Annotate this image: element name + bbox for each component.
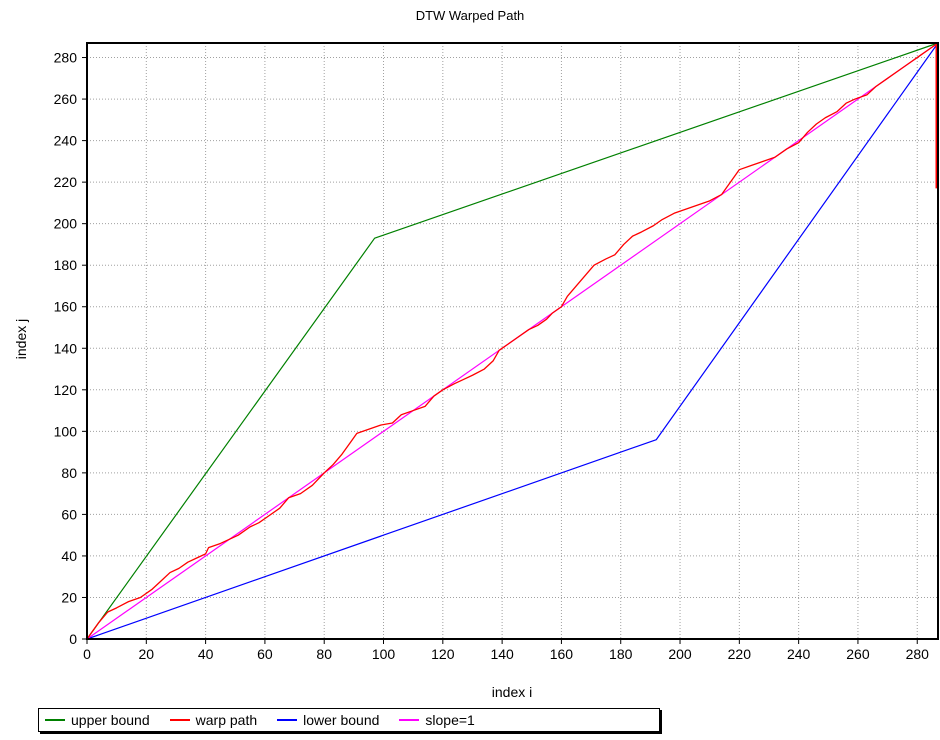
y-tick-label: 240	[54, 133, 78, 149]
plot-area-frame	[86, 42, 939, 640]
x-tick-label: 120	[431, 646, 455, 662]
y-tick-label: 0	[69, 631, 77, 647]
legend-label: lower bound	[303, 712, 380, 728]
legend-swatch	[169, 719, 190, 721]
legend: upper bound warp path lower bound slope=1	[38, 708, 660, 732]
x-tick-label: 200	[668, 646, 692, 662]
y-tick-label: 100	[54, 423, 78, 439]
x-tick-label: 40	[198, 646, 214, 662]
legend-swatch	[399, 719, 420, 721]
gridlines	[87, 43, 938, 639]
x-tick-label: 60	[257, 646, 273, 662]
y-tick-label: 280	[54, 50, 78, 66]
axis-ticks: 0 20 40 60 80 100 120 140 160 180 200 220 240 260 280 0…	[54, 50, 929, 662]
x-tick-label: 220	[728, 646, 752, 662]
x-tick-label: 140	[490, 646, 514, 662]
y-tick-label: 140	[54, 340, 78, 356]
legend-label: slope=1	[425, 712, 475, 728]
y-tick-label: 160	[54, 299, 78, 315]
legend-item: slope=1	[399, 712, 475, 728]
y-axis-label: index j	[13, 319, 29, 359]
x-tick-label: 240	[787, 646, 811, 662]
x-tick-label: 100	[372, 646, 396, 662]
x-tick-label: 0	[83, 646, 91, 662]
y-tick-label: 20	[61, 589, 77, 605]
y-tick-label: 40	[61, 548, 77, 564]
y-tick-label: 120	[54, 382, 78, 398]
legend-swatch	[277, 719, 298, 721]
y-tick-label: 180	[54, 257, 78, 273]
series-line-upper-bound	[86, 42, 939, 640]
x-tick-label: 280	[906, 646, 930, 662]
x-tick-label: 180	[609, 646, 633, 662]
legend-item: warp path	[169, 712, 258, 728]
legend-item: lower bound	[277, 712, 379, 728]
legend-swatch	[45, 719, 65, 721]
y-tick-label: 260	[54, 91, 78, 107]
series-line-warp-path	[86, 42, 939, 640]
y-tick-label: 220	[54, 174, 78, 190]
y-tick-label: 200	[54, 216, 78, 232]
y-tick-label: 80	[61, 465, 77, 481]
legend-item: upper bound	[45, 712, 150, 728]
legend-label: upper bound	[71, 712, 150, 728]
x-tick-label: 80	[316, 646, 332, 662]
x-axis-label: index i	[492, 684, 532, 700]
x-tick-label: 260	[846, 646, 870, 662]
x-tick-label: 20	[139, 646, 155, 662]
chart-title: DTW Warped Path	[416, 8, 525, 23]
series-lines	[86, 42, 939, 640]
x-tick-label: 160	[550, 646, 574, 662]
series-line-lower-bound	[86, 42, 939, 640]
y-tick-label: 60	[61, 506, 77, 522]
legend-label: warp path	[195, 712, 258, 728]
